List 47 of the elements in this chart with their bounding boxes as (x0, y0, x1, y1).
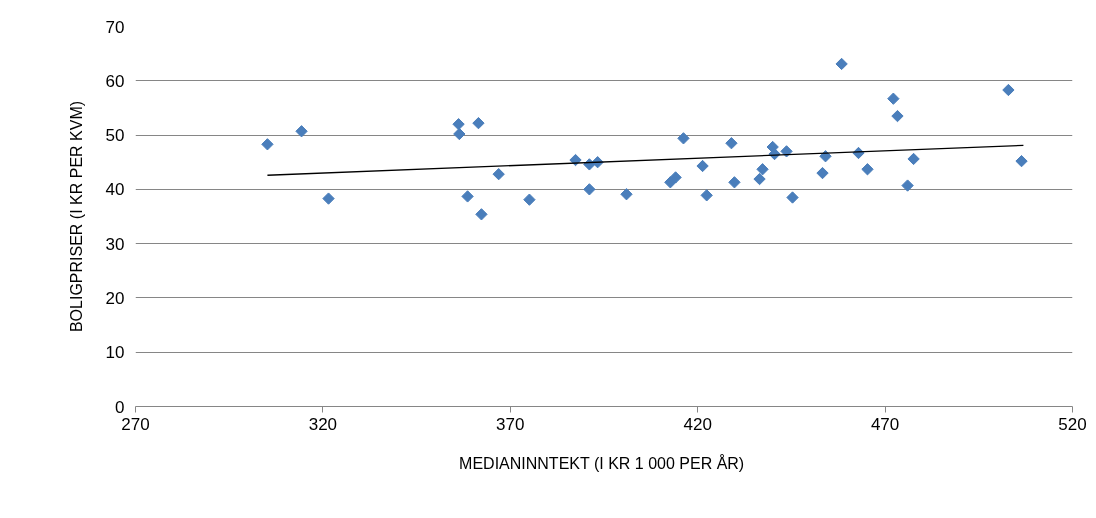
point (523, 193, 536, 206)
x-tick-label: 320 (308, 414, 338, 434)
point (452, 118, 465, 131)
y-tick-label: 50 (105, 126, 125, 146)
point (786, 191, 799, 204)
point (620, 188, 633, 201)
point (669, 171, 682, 184)
point (861, 163, 874, 176)
point (461, 190, 474, 203)
point (475, 208, 488, 221)
y-tick-label: 70 (105, 17, 125, 37)
y-tick-label: 10 (105, 343, 125, 363)
x-tick-label: 270 (121, 414, 150, 434)
point (835, 57, 848, 71)
point (677, 132, 690, 145)
point (1002, 83, 1015, 97)
x-tick-label: 470 (870, 414, 900, 434)
x-axis-title: MEDIANINNTEKT (I KR 1 000 PER ÅR) (459, 453, 745, 472)
x-tick-label: 420 (683, 414, 712, 434)
y-tick-label: 40 (105, 180, 125, 200)
y-axis-title: BOLIGPRISER (I KR PER KVM) (67, 100, 85, 333)
point (901, 179, 914, 192)
point (753, 172, 766, 186)
point (887, 92, 900, 105)
point (261, 138, 274, 151)
point (700, 189, 713, 202)
y-tick-label: 0 (115, 397, 125, 417)
point (816, 166, 829, 180)
point (583, 183, 596, 196)
point (728, 176, 741, 189)
point (1015, 154, 1028, 168)
point (780, 145, 793, 158)
point (295, 125, 308, 138)
point (322, 192, 335, 205)
y-tick-label: 60 (105, 71, 125, 91)
y-tick-label: 20 (105, 288, 125, 308)
point (756, 163, 769, 176)
point (492, 168, 505, 181)
point (907, 152, 920, 166)
point (472, 116, 485, 130)
x-tick-label: 370 (496, 414, 525, 434)
point (891, 109, 904, 123)
x-tick-label: 520 (1058, 414, 1087, 434)
point (453, 127, 466, 141)
y-tick-label: 30 (105, 234, 125, 254)
point (696, 159, 709, 173)
point (725, 137, 738, 150)
